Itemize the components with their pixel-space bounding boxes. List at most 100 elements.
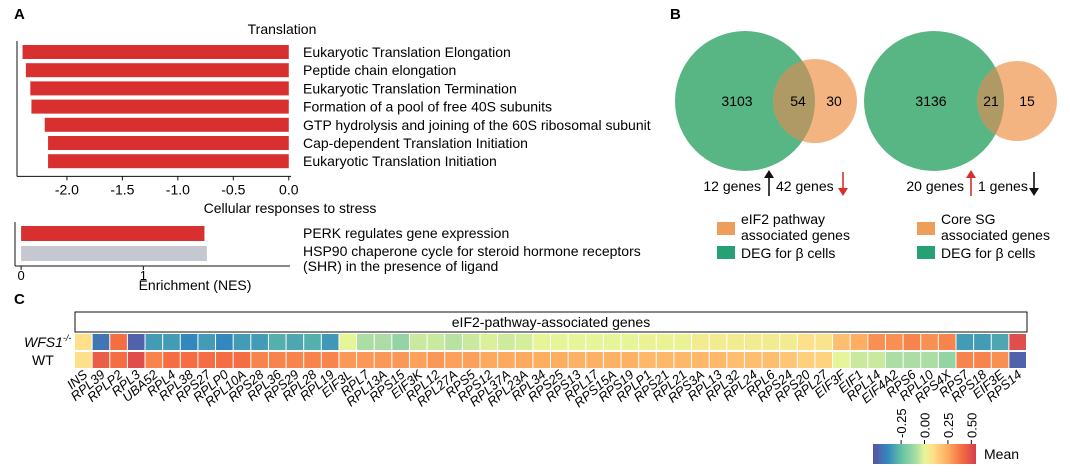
heatmap-cell-wfs1 xyxy=(762,334,780,350)
heatmap-cell-wfs1 xyxy=(198,334,216,350)
heatmap-cell-wfs1 xyxy=(885,334,903,350)
left-arrow-row: 12 genes 42 genes xyxy=(703,170,848,196)
venn-right: 3136 21 15 xyxy=(864,31,1057,171)
heatmap-cell-wfs1 xyxy=(127,334,145,350)
heatmap-cell-wfs1 xyxy=(692,334,709,350)
heatmap-cell-wfs1 xyxy=(674,334,692,350)
heatmap-cell-wt xyxy=(533,352,550,368)
heatmap-cell-wfs1 xyxy=(498,334,515,350)
heatmap-cell-wt xyxy=(551,352,568,368)
heatmap-cell-wt xyxy=(797,352,815,368)
heatmap-cell-wfs1 xyxy=(145,334,163,350)
legend-left-swatch-eif2 xyxy=(717,222,735,235)
translation-tick-label: -1.0 xyxy=(166,181,190,197)
heatmap-cell-wfs1 xyxy=(180,334,198,350)
heatmap-cell-wfs1 xyxy=(1009,334,1026,350)
heatmap-cell-wt xyxy=(357,352,374,368)
translation-bar xyxy=(44,117,289,132)
heatmap-cell-wfs1 xyxy=(744,334,762,350)
heatmap-cell-wt xyxy=(145,352,163,368)
legend-right-swatch-sg xyxy=(917,222,935,235)
colorbar-ticks: -0.25 0.00 0.25 0.50 xyxy=(894,408,979,444)
heatmap-cell-wfs1 xyxy=(321,334,339,350)
heatmap-cell-wt xyxy=(216,352,233,368)
heatmap-cell-wfs1 xyxy=(797,334,815,350)
venn-left-b-only: 30 xyxy=(826,93,842,109)
translation-bars xyxy=(22,45,289,169)
heatmap-cell-wfs1 xyxy=(92,334,110,350)
heatmap-cell-wfs1 xyxy=(233,334,251,350)
stress-chart-title: Cellular responses to stress xyxy=(204,200,377,216)
heatmap-cell-wt xyxy=(586,352,603,368)
stress-bar-labels: PERK regulates gene expression HSP90 chap… xyxy=(303,225,641,274)
heatmap-cell-wfs1 xyxy=(991,334,1009,350)
translation-tick-label: 0.0 xyxy=(279,181,299,197)
heatmap-cell-wt xyxy=(75,352,92,368)
heatmap-cell-wt xyxy=(304,352,321,368)
heatmap-cell-wfs1 xyxy=(427,334,445,350)
right-up-count: 20 genes xyxy=(906,178,964,194)
translation-bar-label: Eukaryotic Translation Termination xyxy=(303,80,517,96)
colorbar-tick-label: -0.25 xyxy=(894,408,909,438)
heatmap-cell-wt xyxy=(974,352,991,368)
venn-right-deg-circle xyxy=(864,31,1004,171)
heatmap-cell-wfs1 xyxy=(568,334,586,350)
translation-tick-label: -2.0 xyxy=(55,181,79,197)
heatmap-cell-wt xyxy=(868,352,885,368)
translation-tick-label: -1.5 xyxy=(110,181,134,197)
legend-right-sg-line1: Core SG xyxy=(941,211,995,227)
heatmap-cell-wfs1 xyxy=(462,334,480,350)
heatmap: eIF2-pathway-associated genes WFS1-/- WT… xyxy=(24,311,1028,410)
heatmap-cell-wt xyxy=(233,352,251,368)
venn-right-a-only: 3136 xyxy=(915,93,946,109)
heatmap-cell-wfs1 xyxy=(833,334,850,350)
heatmap-cell-wfs1 xyxy=(110,334,127,350)
heatmap-cell-wfs1 xyxy=(409,334,427,350)
heatmap-cell-wt xyxy=(885,352,903,368)
heatmap-cell-wfs1 xyxy=(533,334,550,350)
colorbar-tick-label: 0.25 xyxy=(941,413,956,438)
heatmap-cell-wfs1 xyxy=(868,334,885,350)
heatmap-header-box xyxy=(74,311,1028,333)
legend-left-swatch-deg xyxy=(717,246,735,259)
colorbar-label: Mean xyxy=(984,446,1019,462)
heatmap-cell-wfs1 xyxy=(392,334,409,350)
heatmap-cell-wt xyxy=(568,352,586,368)
heatmap-cell-wt xyxy=(850,352,868,368)
heatmap-cell-wt xyxy=(286,352,304,368)
heatmap-cell-wt xyxy=(744,352,762,368)
heatmap-cell-wt xyxy=(462,352,480,368)
stress-chart: Cellular responses to stress PERK regula… xyxy=(14,200,641,293)
stress-bars xyxy=(21,226,207,261)
heatmap-cell-wt xyxy=(991,352,1009,368)
heatmap-cell-wfs1 xyxy=(251,334,268,350)
legend-left-eif2-line1: eIF2 pathway xyxy=(741,211,825,227)
heatmap-cell-wfs1 xyxy=(75,334,92,350)
heatmap-cell-wfs1 xyxy=(445,334,462,350)
left-down-count: 42 genes xyxy=(776,178,834,194)
venn-left: 3103 54 30 xyxy=(675,31,857,171)
heatmap-cell-wfs1 xyxy=(780,334,797,350)
legend-right-deg: DEG for β cells xyxy=(941,245,1035,261)
venn-left-a-only: 3103 xyxy=(721,93,752,109)
stress-bar-label: HSP90 chaperone cycle for steroid hormon… xyxy=(303,243,641,259)
heatmap-cell-wfs1 xyxy=(815,334,833,350)
heatmap-cell-wfs1 xyxy=(639,334,656,350)
heatmap-cell-wt xyxy=(92,352,110,368)
heatmap-cell-wfs1 xyxy=(480,334,498,350)
heatmap-cell-wt xyxy=(251,352,268,368)
translation-bar-label: Cap-dependent Translation Initiation xyxy=(303,135,528,151)
stress-tick-label: 1 xyxy=(140,268,147,283)
heatmap-cell-wfs1 xyxy=(938,334,956,350)
stress-bar xyxy=(21,246,207,261)
translation-bar xyxy=(30,81,289,96)
heatmap-cell-wt xyxy=(180,352,198,368)
heatmap-cell-wfs1 xyxy=(268,334,286,350)
heatmap-cell-wfs1 xyxy=(286,334,304,350)
heatmap-cell-wfs1 xyxy=(586,334,603,350)
legend-right-sg-line2: associated genes xyxy=(941,227,1050,243)
stress-x-axis-label: Enrichment (NES) xyxy=(139,277,252,293)
heatmap-cell-wfs1 xyxy=(551,334,568,350)
colorbar-tick-label: 0.50 xyxy=(964,413,979,438)
